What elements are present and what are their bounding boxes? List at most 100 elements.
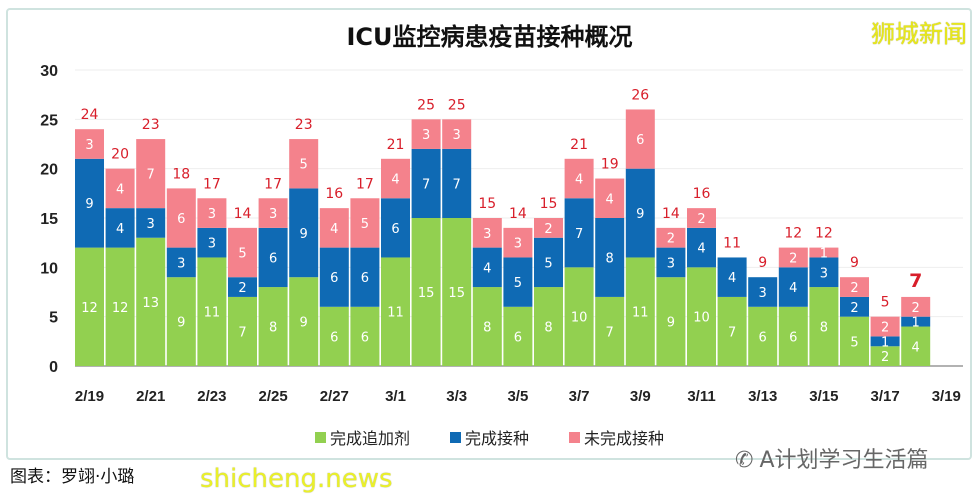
legend-swatch <box>569 431 580 443</box>
segment-value-label: 4 <box>697 242 705 257</box>
segment-value-label: 4 <box>606 192 614 207</box>
segment-value-label: 3 <box>208 237 216 252</box>
segment-value-label: 3 <box>85 138 93 153</box>
bar-segment <box>381 158 410 199</box>
total-value-label: 14 <box>234 206 252 222</box>
bar-segment <box>625 168 655 258</box>
segment-value-label: 4 <box>575 173 583 188</box>
x-tick-label: 2/25 <box>258 388 287 405</box>
segment-value-label: 6 <box>361 330 369 345</box>
segment-value-label: 3 <box>759 286 767 301</box>
bar-segment <box>687 227 716 268</box>
bar-segment <box>319 247 349 307</box>
bar-segment <box>748 306 778 366</box>
bar-segment <box>411 148 441 218</box>
wechat-icon: ✆ <box>735 448 754 473</box>
x-tick-label: 2/23 <box>197 388 226 405</box>
bar-segment <box>656 227 686 248</box>
segment-value-label: 6 <box>269 251 277 266</box>
total-value-label: 26 <box>631 87 649 103</box>
segment-value-label: 7 <box>606 325 614 340</box>
segment-value-label: 4 <box>483 261 491 276</box>
bar-segment <box>687 208 716 228</box>
segment-value-label: 6 <box>636 133 644 148</box>
segment-value-label: 5 <box>238 247 246 262</box>
segment-value-label: 7 <box>453 177 461 192</box>
bar-segment <box>809 247 839 258</box>
legend-label: 完成接种 <box>464 429 529 448</box>
segment-value-label: 3 <box>483 227 491 242</box>
x-tick-label: 3/11 <box>687 388 715 405</box>
segment-value-label: 6 <box>391 222 399 237</box>
bar-segment <box>258 287 288 366</box>
bar-segment <box>228 296 257 366</box>
bar-segment <box>289 188 319 278</box>
bar-segment <box>564 158 594 199</box>
bar-segment <box>901 316 931 327</box>
wechat-account: ✆ A计划学习生活篇 <box>735 448 929 474</box>
y-tick-label: 10 <box>40 260 58 277</box>
bar-segment <box>472 247 502 288</box>
bar-segment <box>503 257 533 307</box>
bar-segment <box>503 227 533 258</box>
segment-value-label: 5 <box>544 256 552 271</box>
segment-value-label: 1 <box>881 335 889 350</box>
segment-value-label: 3 <box>667 256 675 271</box>
x-tick-label: 3/5 <box>507 388 528 405</box>
total-value-label: 19 <box>601 157 619 173</box>
bar-segment <box>656 277 686 366</box>
segment-value-label: 12 <box>112 301 129 316</box>
bar-segment <box>870 346 900 366</box>
legend-label: 未完成接种 <box>584 429 665 448</box>
bar-segment <box>381 198 410 258</box>
segment-value-label: 11 <box>387 306 404 321</box>
bar-segment <box>717 296 747 366</box>
legend-item-incomplete: 未完成接种 <box>569 425 664 449</box>
bar-segment <box>778 267 808 307</box>
bar-segment <box>534 218 563 238</box>
bar-segment <box>564 267 594 366</box>
x-tick-label: 2/21 <box>136 388 165 405</box>
x-tick-label: 3/9 <box>630 388 651 405</box>
x-tick-label: 3/3 <box>446 388 467 405</box>
segment-value-label: 5 <box>514 276 522 291</box>
brand-logo: 狮城新闻 <box>871 20 967 48</box>
y-tick-label: 5 <box>49 310 58 327</box>
segment-value-label: 11 <box>632 306 649 321</box>
bar-segment <box>197 198 227 228</box>
bar-segment <box>840 277 869 297</box>
bar-segment <box>442 119 472 149</box>
total-value-label: 7 <box>909 270 922 292</box>
total-value-label: 12 <box>784 226 802 242</box>
segment-value-label: 5 <box>361 217 369 232</box>
x-tick-label: 3/1 <box>385 388 406 405</box>
bar-segment <box>166 247 196 278</box>
y-tick-label: 0 <box>49 359 58 376</box>
bar-segment <box>381 257 410 366</box>
segment-value-label: 6 <box>514 330 522 345</box>
y-tick-label: 30 <box>40 63 58 80</box>
x-tick-label: 3/13 <box>748 388 777 405</box>
bar-segment <box>472 287 502 366</box>
segment-value-label: 3 <box>208 207 216 222</box>
total-value-label: 20 <box>111 147 129 163</box>
x-tick-label: 2/19 <box>75 388 104 405</box>
x-tick-label: 3/17 <box>870 388 899 405</box>
segment-value-label: 3 <box>453 128 461 143</box>
segment-value-label: 6 <box>789 330 797 345</box>
bar-segment <box>136 208 166 238</box>
x-tick-label: 3/15 <box>809 388 838 405</box>
bar-segment <box>595 218 625 297</box>
total-value-label: 24 <box>81 107 99 123</box>
bar-segment <box>901 326 931 366</box>
x-tick-label: 3/7 <box>569 388 590 405</box>
segment-value-label: 9 <box>636 207 644 222</box>
segment-value-label: 7 <box>147 168 155 183</box>
segment-value-label: 3 <box>422 128 430 143</box>
total-value-label: 11 <box>723 235 741 251</box>
segment-value-label: 4 <box>789 281 797 296</box>
bar-segment <box>411 119 441 149</box>
bar-segment <box>595 178 625 218</box>
total-value-label: 25 <box>417 97 435 113</box>
total-value-label: 16 <box>693 186 711 202</box>
